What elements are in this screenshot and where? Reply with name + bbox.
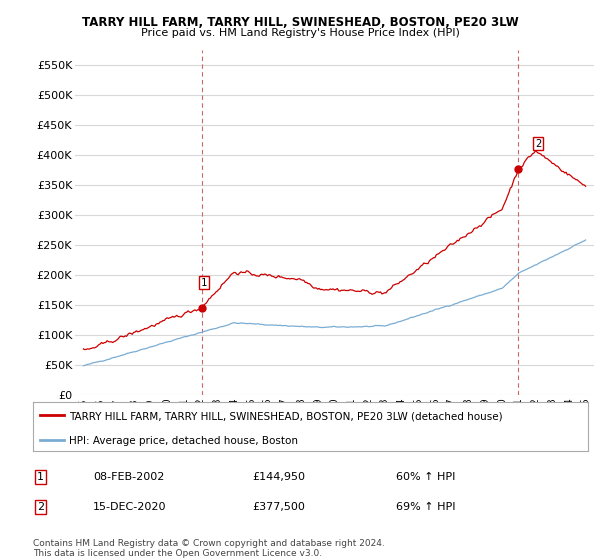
Text: £144,950: £144,950	[252, 472, 305, 482]
Text: Price paid vs. HM Land Registry's House Price Index (HPI): Price paid vs. HM Land Registry's House …	[140, 28, 460, 38]
Text: Contains HM Land Registry data © Crown copyright and database right 2024.: Contains HM Land Registry data © Crown c…	[33, 539, 385, 548]
Text: HPI: Average price, detached house, Boston: HPI: Average price, detached house, Bost…	[69, 436, 298, 446]
Text: 69% ↑ HPI: 69% ↑ HPI	[396, 502, 455, 512]
Text: 60% ↑ HPI: 60% ↑ HPI	[396, 472, 455, 482]
Text: 1: 1	[37, 472, 44, 482]
Text: TARRY HILL FARM, TARRY HILL, SWINESHEAD, BOSTON, PE20 3LW (detached house): TARRY HILL FARM, TARRY HILL, SWINESHEAD,…	[69, 411, 503, 421]
Text: 1: 1	[201, 278, 207, 288]
Text: This data is licensed under the Open Government Licence v3.0.: This data is licensed under the Open Gov…	[33, 549, 322, 558]
Text: TARRY HILL FARM, TARRY HILL, SWINESHEAD, BOSTON, PE20 3LW: TARRY HILL FARM, TARRY HILL, SWINESHEAD,…	[82, 16, 518, 29]
Text: 2: 2	[535, 138, 541, 148]
Text: 15-DEC-2020: 15-DEC-2020	[93, 502, 167, 512]
Text: 08-FEB-2002: 08-FEB-2002	[93, 472, 164, 482]
Text: £377,500: £377,500	[252, 502, 305, 512]
Text: 2: 2	[37, 502, 44, 512]
